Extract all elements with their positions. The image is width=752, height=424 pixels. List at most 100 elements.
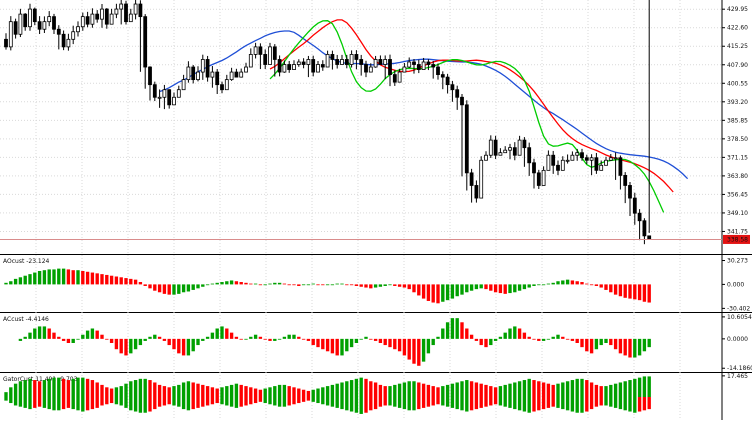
ac-bar: [277, 338, 282, 340]
ao-bar: [522, 284, 527, 290]
gator-bar-lower: [623, 397, 627, 411]
ac-bar: [508, 328, 512, 339]
candle-body: [397, 71, 402, 83]
candle-body: [13, 21, 18, 35]
ac-bar: [172, 338, 176, 350]
gator-bar-lower: [436, 397, 440, 405]
gator-bar-lower: [335, 397, 339, 408]
candle: [133, 0, 138, 20]
gator-bar-lower: [637, 397, 642, 412]
ac-bar: [109, 338, 114, 343]
candle: [186, 61, 191, 83]
candle-body: [277, 59, 282, 73]
candle: [167, 89, 172, 109]
gator-bar-upper: [349, 380, 354, 397]
candle: [90, 8, 95, 28]
gator-bar-upper: [90, 380, 95, 397]
ao-bar: [100, 274, 104, 285]
ao-bar: [172, 284, 176, 295]
gator-bar-lower: [47, 397, 51, 410]
ac-bar: [42, 326, 47, 339]
gator-bar-upper: [325, 386, 330, 397]
gator-bar-lower: [613, 397, 618, 408]
ao-bar: [604, 284, 608, 290]
gator-bar-lower: [455, 397, 459, 410]
gator-bar-upper: [541, 382, 546, 397]
candle-body: [493, 139, 498, 156]
gator-bar-lower: [541, 397, 546, 410]
gator-bar-upper: [412, 381, 416, 397]
gator-bar-upper: [613, 383, 618, 397]
ao-bar: [244, 282, 248, 285]
ao-bar: [229, 280, 234, 285]
ac-bar: [215, 328, 219, 339]
ao-bar: [249, 283, 253, 285]
ao-bar: [580, 282, 584, 285]
candle: [575, 148, 580, 161]
candle-body: [508, 147, 512, 151]
ao-bar: [297, 284, 301, 286]
ao-bar: [388, 284, 392, 286]
candle-body: [546, 154, 551, 171]
ac-bar: [133, 338, 138, 350]
ac-bar: [522, 332, 527, 339]
gator-bar-upper: [167, 387, 171, 397]
candle-body: [589, 157, 594, 161]
ac-bar: [100, 334, 104, 339]
ac-bar: [373, 338, 378, 341]
candle-body: [637, 212, 642, 222]
ac-bar: [177, 338, 181, 354]
gator-bar-upper: [484, 384, 488, 397]
candle-body: [570, 154, 575, 161]
ao-bar: [493, 284, 498, 293]
gator-bar-upper: [599, 386, 603, 397]
gator-bar-lower: [148, 397, 152, 412]
candle-body: [90, 13, 95, 25]
candle: [301, 58, 306, 69]
ac-bar: [445, 322, 450, 339]
ao-bar: [441, 284, 445, 302]
gator-bar-upper: [239, 384, 243, 397]
gator-bar-lower: [253, 397, 258, 404]
candle: [570, 151, 575, 161]
candle: [234, 68, 239, 78]
candle: [128, 8, 133, 23]
gator-bar-lower: [61, 397, 66, 410]
gator-bar-upper: [565, 381, 570, 397]
candle-body: [248, 54, 253, 68]
candle: [450, 80, 455, 102]
ac-bar: [354, 338, 359, 343]
gator-bar-lower: [431, 397, 435, 406]
candle: [388, 54, 392, 87]
ac-bar: [623, 338, 627, 356]
ac-bar: [551, 336, 555, 339]
gator-bar-lower: [325, 397, 330, 406]
candle-body: [119, 3, 124, 10]
gator-bar-upper: [4, 392, 8, 397]
ao-bar: [9, 281, 13, 285]
ac-bar: [527, 336, 531, 339]
ao-bar: [23, 275, 27, 285]
candle: [239, 68, 244, 78]
ac-bar: [95, 330, 99, 339]
candle-body: [42, 21, 47, 30]
ao-bar: [258, 284, 263, 286]
candle: [560, 156, 565, 171]
ao-bar: [268, 283, 272, 285]
ao-bar: [436, 284, 440, 304]
gator-bar-lower: [277, 397, 282, 407]
candle: [479, 156, 484, 199]
ao-bar: [546, 283, 551, 285]
candle: [138, 0, 143, 72]
ac-bars: [18, 318, 651, 366]
candle: [104, 8, 109, 29]
ac-bar: [479, 338, 483, 346]
ac-bar: [604, 338, 608, 343]
candle: [277, 55, 282, 77]
candle: [551, 150, 556, 174]
candle: [402, 62, 407, 73]
gator-bar-upper: [580, 378, 584, 397]
ac-bar: [628, 338, 632, 358]
candle-body: [200, 59, 205, 73]
ao-label: AOcust -23.124: [3, 258, 50, 265]
